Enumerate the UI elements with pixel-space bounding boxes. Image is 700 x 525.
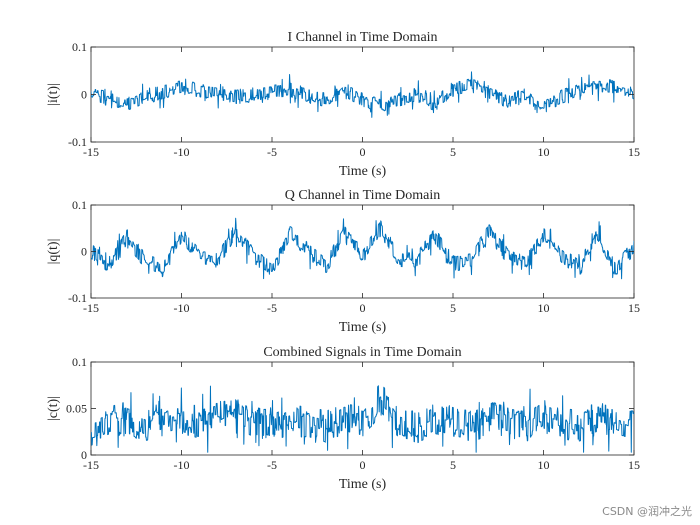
y-tick-label: 0: [81, 88, 87, 102]
x-tick-label: -15: [83, 145, 99, 159]
y-axis-label: |i(t)|: [46, 83, 61, 106]
x-tick-label: 10: [538, 145, 550, 159]
y-tick-label: 0: [81, 245, 87, 259]
plot-area: [90, 204, 635, 299]
x-tick-label: 0: [360, 458, 366, 472]
x-tick-label: 15: [628, 458, 640, 472]
x-tick-label: -10: [174, 458, 190, 472]
plot-area: [90, 361, 635, 456]
x-tick-label: -5: [267, 301, 277, 315]
x-axis-label: Time (s): [339, 320, 387, 335]
x-tick-label: -5: [267, 458, 277, 472]
x-tick-label: -10: [174, 145, 190, 159]
y-tick-label: 0.1: [72, 355, 87, 369]
y-tick-label: 0: [81, 448, 87, 462]
y-axis-label: |q(t)|: [46, 239, 61, 265]
x-tick-label: 5: [450, 301, 456, 315]
x-tick-label: 0: [360, 301, 366, 315]
chart-combined: -15 -10 -5 0 5 10 15 0 0.05 0.1 Combined Signals i…: [46, 345, 640, 492]
x-tick-label: 15: [628, 301, 640, 315]
x-tick-label: 10: [538, 458, 550, 472]
x-tick-label: 5: [450, 145, 456, 159]
y-tick-label: 0.1: [72, 40, 87, 54]
x-tick-label: 0: [360, 145, 366, 159]
y-tick-label: -0.1: [68, 135, 87, 149]
y-axis-label: |c(t)|: [46, 396, 61, 421]
x-tick-label: 15: [628, 145, 640, 159]
chart-q-channel: -15 -10 -5 0 5 10 15 -0.1 0 0.1 Q Channel in Time …: [46, 188, 640, 335]
x-axis-label: Time (s): [339, 164, 387, 179]
y-tick-label: -0.1: [68, 291, 87, 305]
signal-line: [91, 217, 634, 280]
x-tick-label: -10: [174, 301, 190, 315]
x-tick-label: 5: [450, 458, 456, 472]
signal-line: [91, 385, 634, 453]
chart-title: Q Channel in Time Domain: [285, 188, 441, 203]
x-tick-label: -5: [267, 145, 277, 159]
chart-title: I Channel in Time Domain: [287, 30, 437, 45]
x-tick-label: -15: [83, 458, 99, 472]
chart-title: Combined Signals in Time Domain: [263, 345, 461, 360]
signal-line: [91, 71, 634, 118]
y-tick-label: 0.1: [72, 198, 87, 212]
watermark-text: CSDN @润冲之光: [602, 505, 692, 518]
x-tick-label: -15: [83, 301, 99, 315]
x-tick-label: 10: [538, 301, 550, 315]
chart-i-channel: -15 -10 -5 0 5 10 15 -0.1 0 0.1 I Channel in Time …: [46, 30, 640, 179]
y-tick-label: 0.05: [66, 402, 87, 416]
x-axis-label: Time (s): [339, 477, 387, 492]
